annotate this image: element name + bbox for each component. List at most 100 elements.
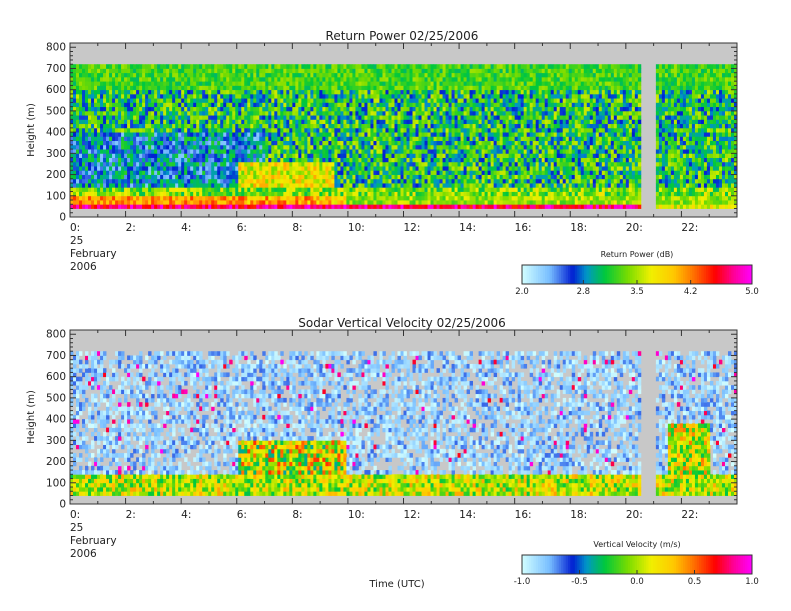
heatmap-cell	[244, 140, 248, 146]
heatmap-cell	[409, 64, 413, 69]
heatmap-cell	[490, 102, 495, 108]
heatmap-cell	[340, 76, 344, 82]
heatmap-cell	[454, 110, 458, 116]
heatmap-cell	[385, 81, 389, 86]
heatmap-cell	[277, 183, 281, 188]
heatmap-cell	[220, 136, 224, 142]
heatmap-cell	[220, 110, 224, 116]
heatmap-cell	[448, 136, 452, 142]
heatmap-cell	[283, 140, 287, 146]
heatmap-cell	[163, 149, 167, 154]
heatmap-cell	[307, 140, 311, 146]
heatmap-cell	[352, 153, 356, 158]
heatmap-cell	[94, 98, 98, 103]
heatmap-cell	[160, 174, 164, 180]
heatmap-cell	[295, 200, 299, 205]
heatmap-cell	[106, 174, 110, 180]
heatmap-cell	[151, 85, 155, 91]
heatmap-cell	[142, 110, 146, 116]
heatmap-cell	[175, 64, 179, 69]
heatmap-cell	[268, 140, 272, 146]
heatmap-cell	[433, 191, 437, 197]
heatmap-cell	[73, 161, 77, 167]
heatmap-cell	[196, 115, 200, 120]
heatmap-cell	[433, 183, 437, 188]
heatmap-cell	[328, 76, 332, 82]
heatmap-cell	[196, 170, 200, 175]
heatmap-cell	[82, 191, 86, 197]
heatmap-cell	[310, 161, 314, 167]
heatmap-cell	[397, 144, 401, 150]
heatmap-cell	[283, 72, 287, 78]
heatmap-cell	[148, 195, 152, 201]
heatmap-cell	[481, 72, 486, 78]
heatmap-cell	[358, 132, 362, 137]
heatmap-cell	[157, 89, 161, 95]
heatmap-cell	[475, 68, 480, 74]
heatmap-cell	[358, 81, 362, 86]
heatmap-cell	[499, 144, 504, 150]
heatmap-cell	[82, 106, 86, 112]
heatmap-cell	[301, 64, 305, 69]
heatmap-cell	[433, 132, 437, 137]
heatmap-cell	[292, 191, 296, 197]
heatmap-cell	[451, 200, 455, 205]
heatmap-cell	[226, 102, 230, 108]
heatmap-cell	[424, 68, 428, 74]
heatmap-cell	[457, 85, 461, 91]
heatmap-cell	[166, 161, 170, 167]
heatmap-cell	[148, 127, 152, 133]
heatmap-cell	[259, 81, 263, 86]
heatmap-cell	[325, 72, 329, 78]
heatmap-cell	[187, 178, 191, 184]
heatmap-cell	[466, 89, 470, 95]
heatmap-cell	[328, 110, 332, 116]
heatmap-cell	[82, 110, 86, 116]
heatmap-cell	[115, 76, 119, 82]
heatmap-cell	[154, 183, 158, 188]
heatmap-cell	[124, 119, 128, 125]
heatmap-cell	[343, 106, 347, 112]
heatmap-cell	[280, 106, 284, 112]
heatmap-cell	[376, 64, 380, 69]
heatmap-cell	[124, 191, 128, 197]
heatmap-cell	[496, 144, 501, 150]
heatmap-cell	[142, 93, 146, 99]
heatmap-cell	[136, 178, 140, 184]
heatmap-cell	[241, 110, 245, 116]
heatmap-cell	[406, 68, 410, 74]
heatmap-cell	[361, 149, 365, 154]
heatmap-cell	[202, 149, 206, 154]
heatmap-cell	[409, 166, 413, 171]
heatmap-cell	[304, 64, 308, 69]
heatmap-cell	[76, 200, 80, 205]
heatmap-cell	[301, 119, 305, 125]
heatmap-cell	[433, 161, 437, 167]
heatmap-cell	[412, 183, 416, 188]
heatmap-cell	[139, 144, 143, 150]
heatmap-cell	[322, 106, 326, 112]
heatmap-cell	[223, 72, 227, 78]
heatmap-cell	[499, 119, 504, 125]
heatmap-cell	[391, 157, 395, 163]
heatmap-cell	[241, 102, 245, 108]
heatmap-cell	[505, 161, 510, 167]
heatmap-cell	[502, 183, 507, 188]
heatmap-cell	[115, 68, 119, 74]
heatmap-cell	[430, 191, 434, 197]
heatmap-cell	[433, 102, 437, 108]
heatmap-cell	[307, 106, 311, 112]
heatmap-cell	[88, 174, 92, 180]
heatmap-cell	[202, 123, 206, 129]
heatmap-cell	[493, 140, 498, 146]
heatmap-cell	[247, 161, 251, 167]
heatmap-cell	[133, 183, 137, 188]
heatmap-cell	[406, 93, 410, 99]
heatmap-cell	[271, 153, 275, 158]
heatmap-cell	[442, 204, 446, 209]
heatmap-cell	[115, 115, 119, 120]
heatmap-cell	[133, 123, 137, 129]
heatmap-cell	[268, 123, 272, 129]
heatmap-cell	[289, 110, 293, 116]
heatmap-cell	[145, 123, 149, 129]
